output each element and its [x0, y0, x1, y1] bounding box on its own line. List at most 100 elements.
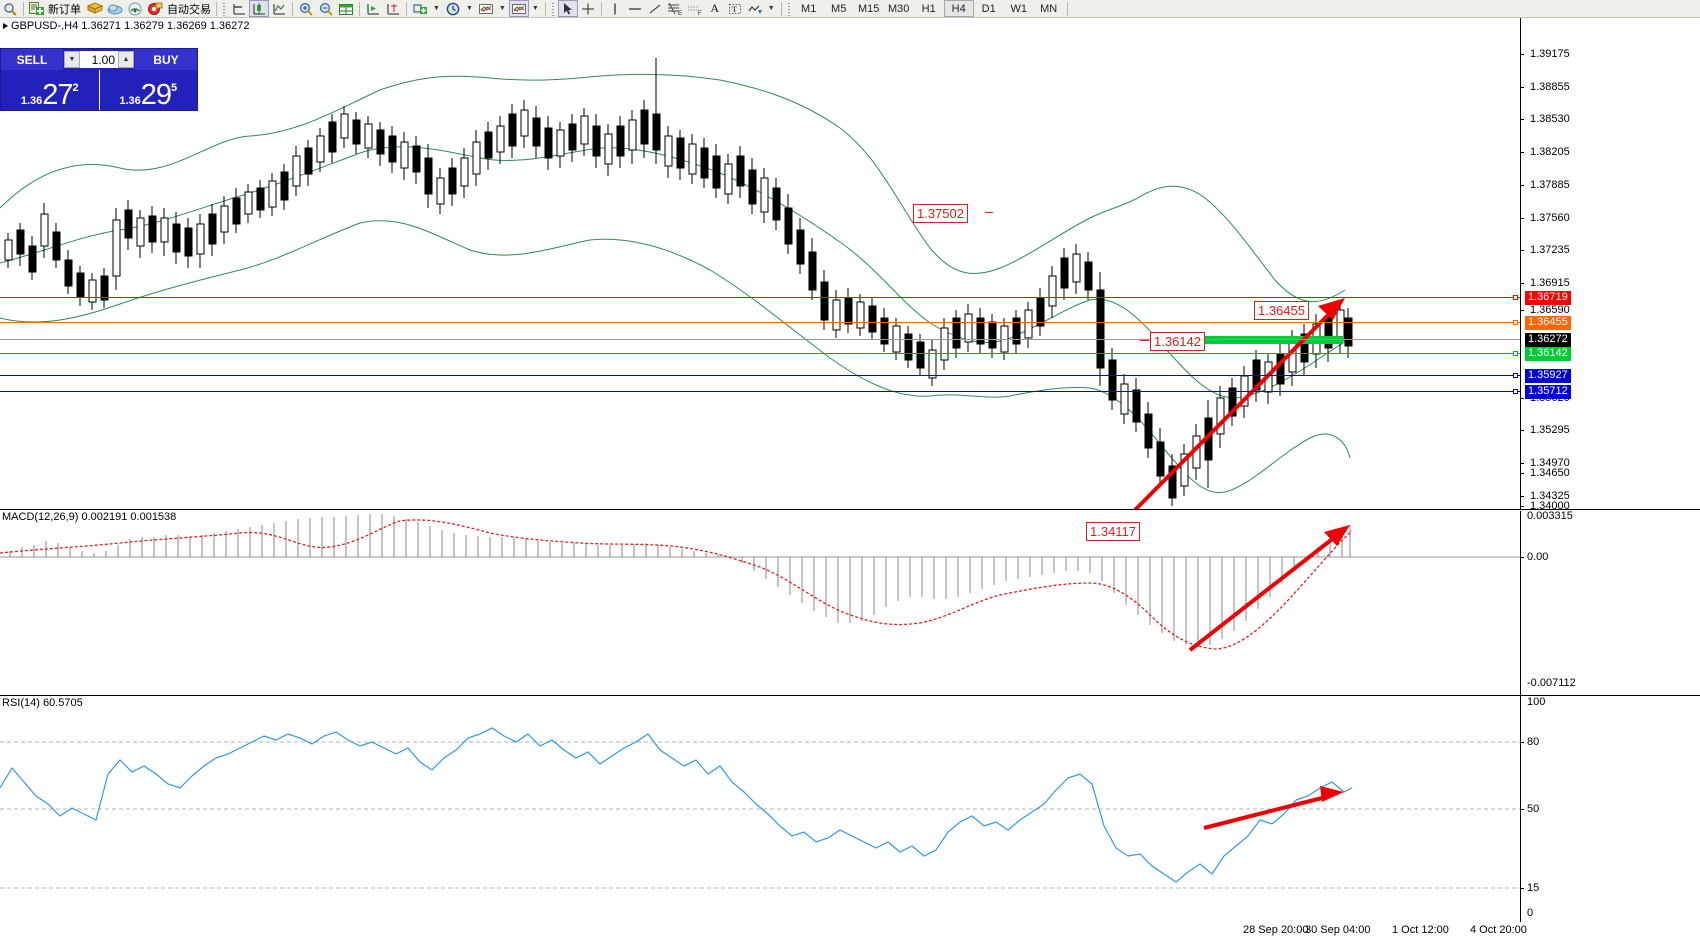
uptrend-arrow-macd: [1188, 525, 1350, 652]
callout-connector: [985, 212, 993, 213]
toolbar-separator: [359, 1, 360, 16]
trendline-icon[interactable]: [645, 0, 665, 17]
signal-icon[interactable]: [125, 0, 145, 17]
grid-icon[interactable]: [249, 0, 269, 17]
horizontal-line-icon[interactable]: [625, 0, 645, 17]
crosshair-icon[interactable]: [578, 0, 598, 17]
timeframe-h1[interactable]: H1: [921, 2, 936, 15]
chevron-down-icon[interactable]: ▼: [465, 5, 473, 12]
price-badge-resistance-orange[interactable]: 1.36455: [1525, 316, 1571, 330]
template-active-icon[interactable]: [508, 0, 529, 17]
chevron-down-icon[interactable]: ▼: [433, 5, 440, 12]
toolbar-grip[interactable]: [222, 1, 227, 16]
timeframe-m30[interactable]: M30: [887, 2, 910, 15]
fibonacci-icon[interactable]: E: [665, 0, 685, 17]
price-line-support-blue-1[interactable]: [0, 375, 1520, 376]
timeframe-d1[interactable]: D1: [981, 2, 996, 15]
price-badge-support-blue-1[interactable]: 1.35927: [1525, 369, 1571, 383]
text-icon[interactable]: A: [710, 1, 720, 15]
template-icon[interactable]: [476, 0, 496, 17]
label-icon[interactable]: T: [725, 0, 745, 17]
shapes-icon[interactable]: [745, 0, 765, 17]
chevron-down-icon[interactable]: ▼: [767, 5, 775, 12]
price-chart-canvas[interactable]: [0, 18, 1520, 510]
chart-area[interactable]: GBPUSD-,H4 1.36271 1.36279 1.36269 1.362…: [0, 18, 1700, 938]
toolbar-separator: [292, 1, 293, 16]
price-line-handle[interactable]: [1513, 351, 1518, 356]
axis-tick: [1520, 310, 1524, 311]
price-line-handle[interactable]: [1513, 389, 1518, 394]
resistance-callout-136455[interactable]: 1.36455: [1254, 301, 1309, 320]
chevron-down-icon[interactable]: ▼: [531, 5, 539, 12]
low-callout-134117[interactable]: 1.34117: [1086, 522, 1141, 541]
auto-trading-label[interactable]: 自动交易: [167, 3, 211, 16]
axis-tick: [1520, 398, 1524, 399]
price-badge-resistance-red[interactable]: 1.36719: [1525, 291, 1571, 305]
zoom-out-icon[interactable]: [316, 0, 336, 17]
chart-shift-icon[interactable]: [363, 0, 383, 17]
vertical-line-icon[interactable]: [605, 0, 625, 17]
price-line-resistance-orange[interactable]: [0, 322, 1520, 323]
price-line-support-green[interactable]: [0, 353, 1520, 354]
one-click-trading-panel[interactable]: SELL ▼ 1.00 ▲ BUY 1.36 27 2 1.36 29 5: [0, 48, 198, 111]
axis-tick: [1520, 87, 1524, 88]
zoom-in-icon[interactable]: [296, 0, 316, 17]
svg-text:E: E: [678, 11, 682, 16]
toolbar-grip[interactable]: [786, 1, 792, 16]
price-axis[interactable]: 1.39175 1.38855 1.38530 1.38205 1.37885 …: [1520, 18, 1700, 512]
sell-button[interactable]: SELL: [1, 49, 63, 70]
time-label: 28 Sep 20:00: [1243, 924, 1309, 936]
toolbar-separator: [23, 1, 24, 16]
timeframe-m5[interactable]: M5: [831, 2, 847, 15]
timeframe-w1[interactable]: W1: [1010, 2, 1027, 15]
price-line-resistance-red[interactable]: [0, 297, 1520, 298]
buy-button[interactable]: BUY: [135, 49, 197, 70]
price-line-handle[interactable]: [1513, 373, 1518, 378]
buy-price-display[interactable]: 1.36 29 5: [98, 70, 198, 110]
axis-tick: [1520, 218, 1524, 219]
price-badge-support-green[interactable]: 1.36142: [1525, 347, 1571, 361]
crosshair-axis-icon[interactable]: [229, 0, 249, 17]
timeframe-mn[interactable]: MN: [1040, 2, 1058, 15]
price-line-current: [0, 339, 1520, 340]
price-line-handle[interactable]: [1513, 320, 1518, 325]
indicator-add-icon[interactable]: [410, 0, 430, 17]
fibo-fan-icon[interactable]: F: [685, 0, 705, 17]
timeframe-h4[interactable]: H4: [943, 0, 974, 17]
auto-scroll-icon[interactable]: [383, 0, 403, 17]
period-clock-icon[interactable]: [443, 0, 463, 17]
support-zone-highlight: [1188, 336, 1343, 344]
uptrend-arrow-rsi: [1203, 786, 1344, 830]
pane-divider: [0, 695, 1700, 696]
rsi-canvas[interactable]: [0, 696, 1520, 922]
price-line-support-blue-2[interactable]: [0, 391, 1520, 392]
volume-field[interactable]: ▼ 1.00 ▲: [64, 51, 134, 68]
cloud-icon[interactable]: [105, 0, 125, 17]
timeframe-m15[interactable]: M15: [857, 2, 880, 15]
book-icon[interactable]: [85, 0, 105, 17]
timeframe-m1[interactable]: M1: [801, 2, 817, 15]
sell-price-display[interactable]: 1.36 27 2: [1, 70, 99, 110]
chart-line-icon[interactable]: [269, 0, 289, 17]
new-order-button[interactable]: 新订单: [27, 1, 85, 17]
macd-canvas[interactable]: [0, 511, 1520, 695]
time-label: 4 Oct 20:00: [1470, 924, 1527, 936]
chevron-down-icon[interactable]: ▼: [498, 5, 506, 12]
toolbar-separator: [216, 1, 217, 16]
resistance-callout-137502[interactable]: 1.37502: [913, 204, 968, 223]
axis-label: 15: [1527, 882, 1540, 894]
support-callout-136142[interactable]: 1.36142: [1150, 332, 1205, 351]
cursor-icon[interactable]: [557, 0, 578, 17]
price-line-handle[interactable]: [1513, 295, 1518, 300]
expert-advisor-icon[interactable]: [145, 0, 165, 17]
data-window-icon[interactable]: [336, 0, 356, 17]
price-badge-support-blue-2[interactable]: 1.35712: [1525, 385, 1571, 399]
toolbar-separator: [600, 1, 602, 16]
toolbar-grip[interactable]: [550, 1, 556, 16]
magnifier-icon[interactable]: [0, 0, 20, 17]
volume-up-button[interactable]: ▲: [118, 51, 134, 68]
volume-value[interactable]: 1.00: [80, 51, 118, 68]
volume-down-button[interactable]: ▼: [64, 51, 80, 68]
symbol-header: GBPUSD-,H4 1.36271 1.36279 1.36269 1.362…: [3, 20, 250, 32]
